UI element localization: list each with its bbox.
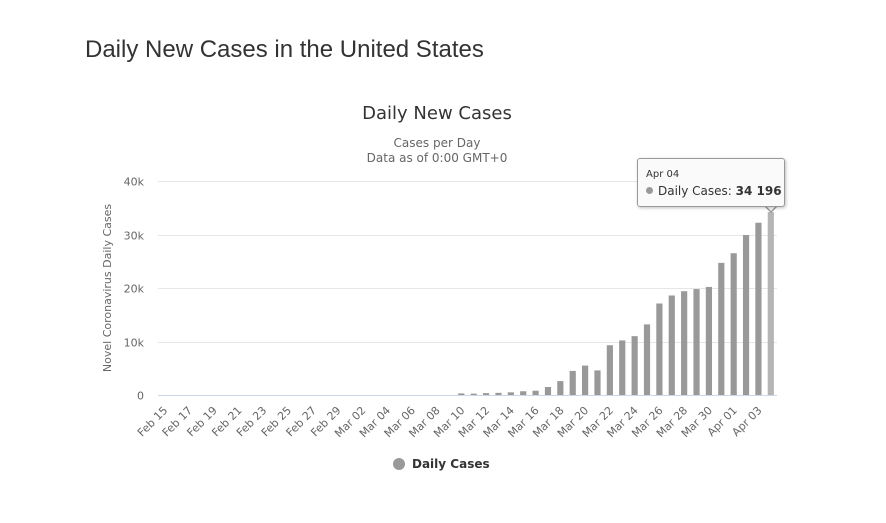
bar-mar-26[interactable] — [656, 303, 663, 395]
bar-mar-27[interactable] — [668, 295, 675, 395]
bar-mar-22[interactable] — [606, 345, 613, 395]
bar-mar-21[interactable] — [594, 370, 601, 395]
legend-marker[interactable] — [393, 458, 405, 470]
bar-mar-14[interactable] — [507, 392, 514, 395]
bar-mar-15[interactable] — [520, 391, 527, 395]
tooltip-series-marker — [646, 187, 653, 194]
y-tick-label: 0 — [137, 390, 144, 403]
bar-mar-18[interactable] — [557, 381, 564, 395]
chart-title: Daily New Cases — [362, 103, 512, 124]
bar-mar-30[interactable] — [705, 286, 713, 395]
chart-subtitle-line-1: Cases per Day — [394, 136, 481, 150]
bar-mar-20[interactable] — [582, 365, 589, 395]
tooltip-caret-fill — [765, 205, 777, 211]
y-tick-label: 10k — [124, 337, 145, 350]
bar-apr-03[interactable] — [755, 222, 762, 395]
page-heading: Daily New Cases in the United States — [85, 36, 484, 63]
bar-mar-10[interactable] — [458, 393, 465, 395]
tooltip-date: Apr 04 — [646, 169, 680, 180]
bar-mar-12[interactable] — [482, 393, 490, 395]
bar-apr-04[interactable] — [767, 212, 774, 395]
y-tick-label: 30k — [124, 230, 145, 243]
y-axis-ticks: 0 10k 20k 30k 40k — [124, 176, 145, 403]
tooltip-row: Daily Cases: 34 196 — [646, 182, 782, 200]
y-tick-label: 20k — [124, 283, 145, 296]
legend[interactable]: Daily Cases — [393, 457, 490, 471]
bar-mar-28[interactable] — [681, 291, 688, 395]
bar-mar-17[interactable] — [544, 386, 552, 395]
tooltip-series-label: Daily Cases: — [658, 184, 732, 198]
y-axis-title: Novel Coronavirus Daily Cases — [101, 204, 114, 372]
bar-mar-13[interactable] — [495, 392, 502, 395]
bar-mar-16[interactable] — [532, 390, 539, 395]
bar-mar-25[interactable] — [643, 324, 651, 395]
bars — [458, 212, 774, 395]
bar-mar-19[interactable] — [569, 370, 576, 395]
tooltip-value: 34 196 — [735, 184, 782, 198]
bar-mar-31[interactable] — [718, 262, 725, 395]
bar-mar-24[interactable] — [631, 336, 638, 395]
bar-mar-29[interactable] — [693, 289, 700, 395]
bar-mar-11[interactable] — [470, 393, 477, 395]
y-tick-label: 40k — [124, 176, 145, 189]
bar-apr-02[interactable] — [742, 235, 750, 395]
legend-label[interactable]: Daily Cases — [412, 457, 490, 471]
tooltip: Apr 04 Daily Cases: 34 196 — [637, 158, 785, 207]
bar-apr-01[interactable] — [730, 253, 737, 395]
bar-mar-23[interactable] — [619, 340, 626, 395]
chart-subtitle-line-2: Data as of 0:00 GMT+0 — [367, 151, 508, 165]
